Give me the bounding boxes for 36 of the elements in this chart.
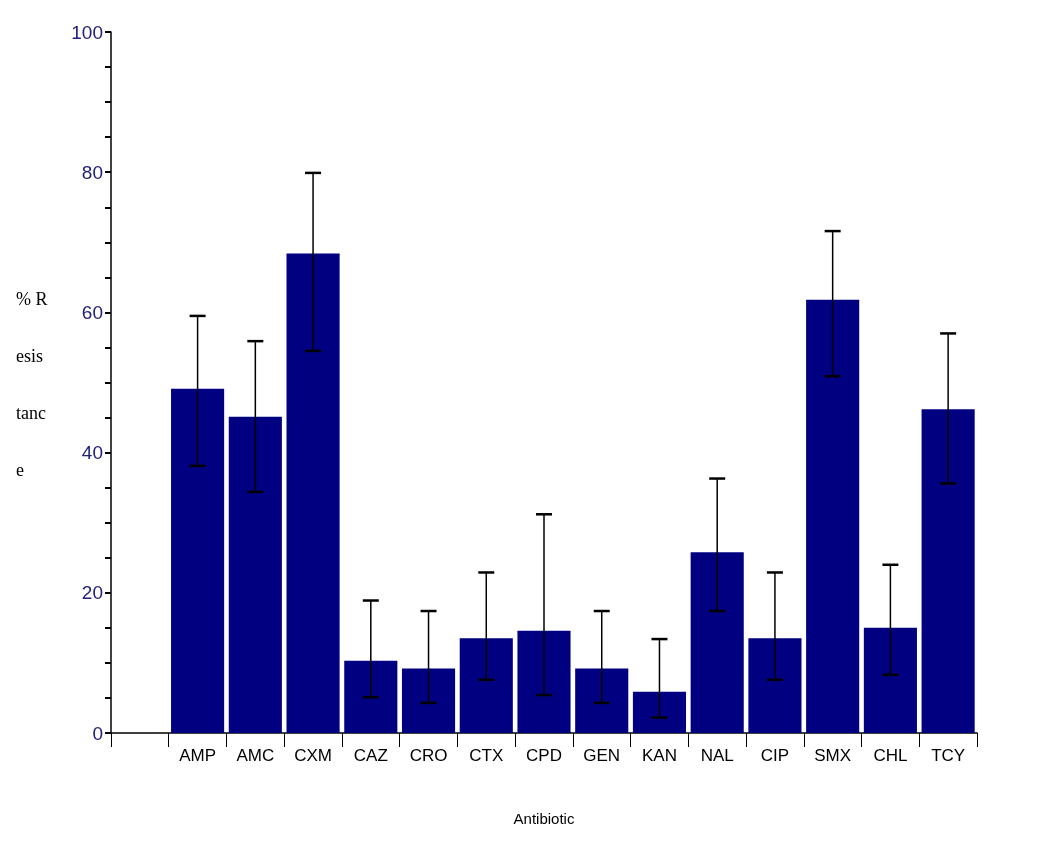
x-tick-label: CRO xyxy=(409,746,448,765)
bar xyxy=(863,627,917,733)
y-tick-label: 20 xyxy=(81,582,103,604)
bar xyxy=(921,409,975,733)
x-tick-label: GEN xyxy=(583,746,621,765)
x-tick-label: TCY xyxy=(931,746,966,765)
x-tick-label: KAN xyxy=(641,746,677,765)
x-tick-label: CTX xyxy=(469,746,504,765)
x-axis-title: Antibiotic xyxy=(513,810,575,827)
x-tick-label: CIP xyxy=(760,746,790,765)
x-tick-label: NAL xyxy=(700,746,734,765)
bar xyxy=(286,253,340,733)
y-tick-label: 40 xyxy=(81,442,103,464)
bar xyxy=(228,416,282,733)
bar xyxy=(575,668,629,733)
bar xyxy=(748,638,802,733)
x-tick-label: SMX xyxy=(814,746,852,765)
y-tick-label: 100 xyxy=(71,21,103,43)
y-tick-label: 80 xyxy=(81,161,103,183)
bar xyxy=(344,660,398,733)
bar xyxy=(171,388,225,733)
bar xyxy=(517,630,571,733)
x-tick-label: AMC xyxy=(236,746,275,765)
x-tick-label: AMP xyxy=(179,746,217,765)
x-tick-label: CAZ xyxy=(353,746,388,765)
text: % Resistance xyxy=(16,288,48,480)
bar xyxy=(806,299,860,733)
bar xyxy=(459,638,513,733)
x-tick-label: CHL xyxy=(873,746,908,765)
y-tick-label: 0 xyxy=(92,722,103,744)
bar xyxy=(690,552,744,733)
x-tick-label: CPD xyxy=(526,746,562,765)
bar xyxy=(401,668,456,733)
x-tick-label: CXM xyxy=(294,746,332,765)
bar xyxy=(632,691,687,733)
y-tick-label: 60 xyxy=(81,301,103,323)
